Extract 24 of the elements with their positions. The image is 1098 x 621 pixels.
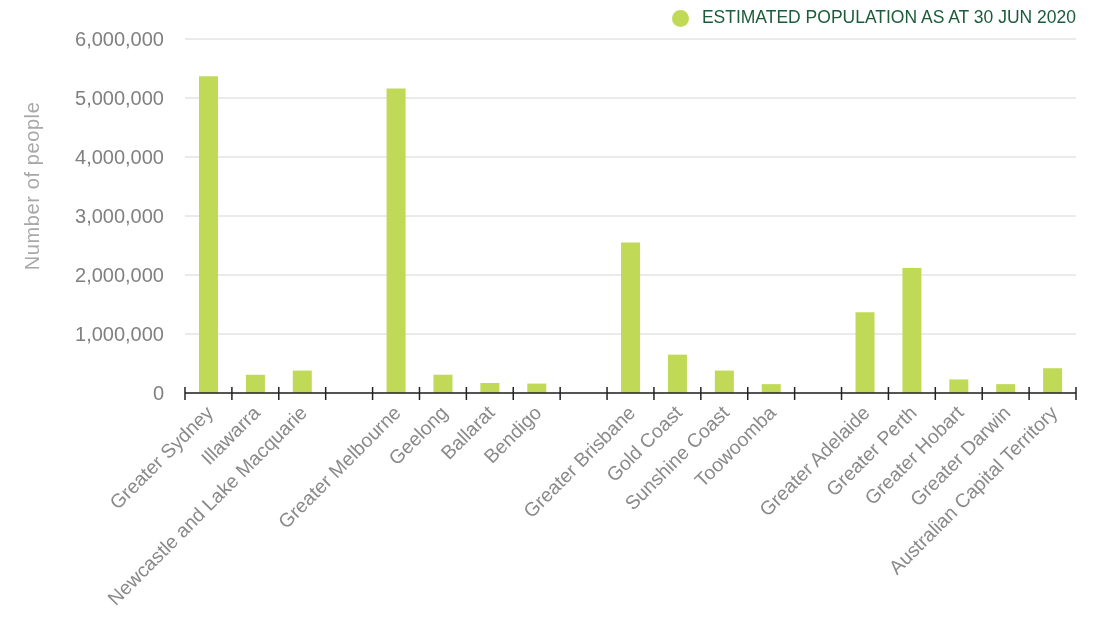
bar	[949, 379, 969, 393]
bar	[667, 354, 687, 393]
bar	[902, 267, 922, 393]
bar	[480, 382, 500, 393]
bar	[245, 374, 265, 393]
bar	[761, 384, 781, 393]
bar	[855, 312, 875, 393]
y-tick-label: 2,000,000	[75, 264, 164, 287]
bar	[996, 384, 1016, 393]
legend-label: ESTIMATED POPULATION AS AT 30 JUN 2020	[701, 7, 1076, 27]
bar	[714, 370, 734, 393]
bar	[292, 370, 312, 393]
y-tick-label: 4,000,000	[75, 146, 164, 169]
bar	[386, 88, 406, 393]
y-tick-label: 1,000,000	[75, 323, 164, 346]
y-tick-label: 6,000,000	[75, 28, 164, 51]
bar	[621, 242, 641, 393]
bar	[433, 374, 453, 393]
bar	[1043, 368, 1063, 393]
y-tick-label: 0	[152, 382, 164, 405]
y-tick-label: 5,000,000	[75, 87, 164, 110]
y-axis-title: Number of people	[21, 101, 43, 271]
bar	[199, 76, 218, 393]
y-tick-label: 3,000,000	[75, 205, 164, 228]
